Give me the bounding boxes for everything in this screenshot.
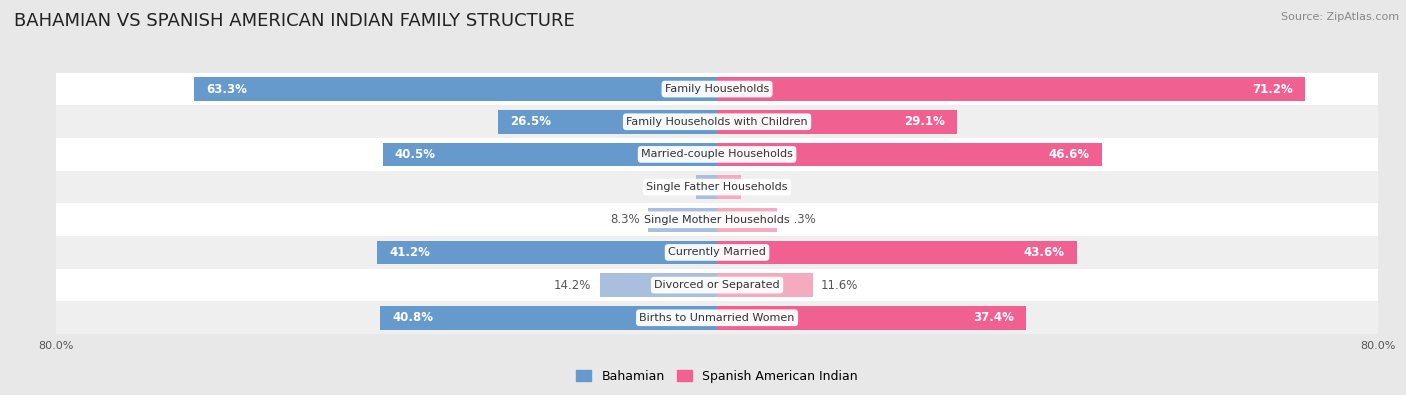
Bar [56, 73, 1378, 105]
Bar [648, 208, 717, 231]
Text: 8.3%: 8.3% [610, 213, 640, 226]
Text: 26.5%: 26.5% [510, 115, 551, 128]
Bar [380, 306, 717, 329]
Bar [56, 138, 1378, 171]
Bar [600, 273, 717, 297]
Text: 2.5%: 2.5% [658, 181, 688, 194]
Text: 63.3%: 63.3% [207, 83, 247, 96]
Text: Divorced or Separated: Divorced or Separated [654, 280, 780, 290]
Bar [56, 105, 1378, 138]
Text: Family Households: Family Households [665, 84, 769, 94]
Text: Family Households with Children: Family Households with Children [626, 117, 808, 127]
Bar [56, 203, 1378, 236]
Text: 40.5%: 40.5% [395, 148, 436, 161]
Bar [717, 77, 1305, 101]
Bar [498, 110, 717, 134]
Text: Married-couple Households: Married-couple Households [641, 149, 793, 160]
Bar [717, 241, 1077, 264]
Bar [56, 269, 1378, 301]
Text: 14.2%: 14.2% [554, 278, 592, 292]
Text: 46.6%: 46.6% [1049, 148, 1090, 161]
Bar [56, 236, 1378, 269]
Text: Currently Married: Currently Married [668, 247, 766, 258]
Bar [377, 241, 717, 264]
Bar [56, 171, 1378, 203]
Text: 11.6%: 11.6% [821, 278, 859, 292]
Text: 2.9%: 2.9% [749, 181, 779, 194]
Text: Single Father Households: Single Father Households [647, 182, 787, 192]
Bar [717, 273, 813, 297]
Text: 40.8%: 40.8% [392, 311, 433, 324]
Bar [56, 301, 1378, 334]
Text: Source: ZipAtlas.com: Source: ZipAtlas.com [1281, 12, 1399, 22]
Text: 29.1%: 29.1% [904, 115, 945, 128]
Legend: Bahamian, Spanish American Indian: Bahamian, Spanish American Indian [571, 365, 863, 388]
Bar [696, 175, 717, 199]
Bar [717, 306, 1026, 329]
Text: Births to Unmarried Women: Births to Unmarried Women [640, 313, 794, 323]
Text: 7.3%: 7.3% [786, 213, 815, 226]
Bar [717, 143, 1102, 166]
Text: 43.6%: 43.6% [1024, 246, 1064, 259]
Bar [717, 110, 957, 134]
Bar [194, 77, 717, 101]
Bar [717, 208, 778, 231]
Bar [382, 143, 717, 166]
Text: BAHAMIAN VS SPANISH AMERICAN INDIAN FAMILY STRUCTURE: BAHAMIAN VS SPANISH AMERICAN INDIAN FAMI… [14, 12, 575, 30]
Text: Single Mother Households: Single Mother Households [644, 215, 790, 225]
Text: 37.4%: 37.4% [973, 311, 1014, 324]
Text: 71.2%: 71.2% [1253, 83, 1292, 96]
Bar [717, 175, 741, 199]
Text: 41.2%: 41.2% [389, 246, 430, 259]
